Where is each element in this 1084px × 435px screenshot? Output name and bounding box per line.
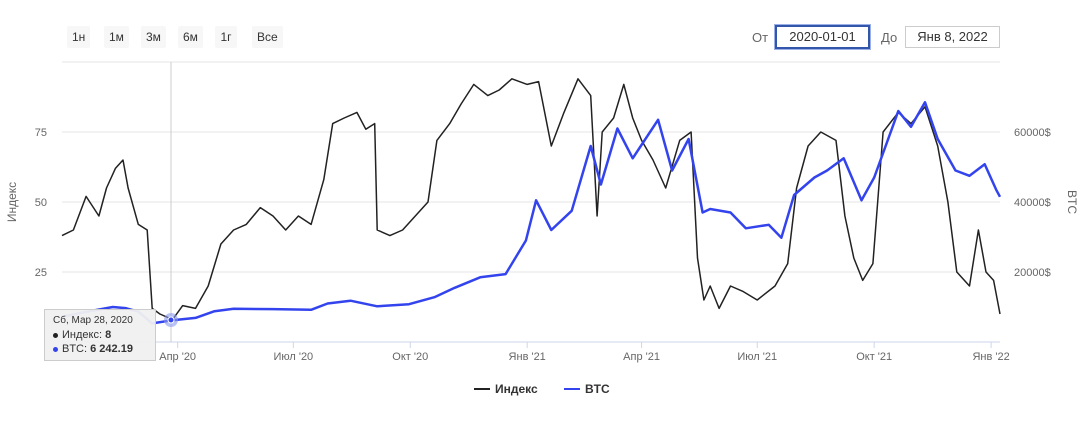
left-tick-label: 25 <box>35 267 47 279</box>
from-label: От <box>752 30 769 45</box>
x-tick-label: Янв '21 <box>509 351 546 363</box>
x-tick-label: Окт '20 <box>392 351 428 363</box>
tooltip-date: Сб, Мар 28, 2020 <box>53 315 133 326</box>
legend-label-index: Индекс <box>495 382 538 396</box>
legend-label-btc: BTC <box>585 382 610 396</box>
tooltip-index-value: 8 <box>105 329 112 341</box>
x-tick-label: Июл '21 <box>737 351 777 363</box>
x-tick-label: Окт '21 <box>856 351 892 363</box>
from-date-input[interactable]: 2020-01-01 <box>775 25 870 49</box>
tooltip-index-row: Индекс: 8 <box>53 328 147 342</box>
to-date-input[interactable]: Янв 8, 2022 <box>905 26 1000 48</box>
range-6m-button[interactable]: 6м <box>178 26 203 48</box>
btc-dot-icon <box>53 346 58 352</box>
to-label: До <box>881 30 898 45</box>
right-axis-title: BTC <box>1065 190 1079 214</box>
x-tick-label: Июл '20 <box>273 351 313 363</box>
index-dot-icon <box>53 332 58 338</box>
btc-hover-point <box>167 316 175 324</box>
right-tick-label: 60000$ <box>1014 127 1051 139</box>
tooltip-btc-value: 6 242.19 <box>90 343 133 355</box>
range-1w-button[interactable]: 1н <box>67 26 91 48</box>
btc-series-line <box>61 101 1002 325</box>
tooltip-btc-row: BTC: 6 242.19 <box>53 342 147 356</box>
left-tick-label: 50 <box>35 197 47 209</box>
index-series-line <box>61 78 1001 321</box>
tooltip-btc-label: BTC <box>62 343 84 355</box>
x-tick-label: Апр '21 <box>623 351 660 363</box>
tooltip: Сб, Мар 28, 2020 Индекс: 8 BTC: 6 242.19 <box>44 309 156 361</box>
range-1y-button[interactable]: 1г <box>215 26 237 48</box>
left-tick-label: 75 <box>35 127 47 139</box>
x-tick-label: Янв '22 <box>972 351 1009 363</box>
range-all-button[interactable]: Все <box>252 26 283 48</box>
left-axis-title: Индекс <box>5 182 19 222</box>
x-tick-label: Апр '20 <box>159 351 196 363</box>
legend-item-index[interactable]: Индекс <box>474 382 538 396</box>
legend: Индекс BTC <box>474 382 610 396</box>
range-1m-button[interactable]: 1м <box>104 26 129 48</box>
range-3m-button[interactable]: 3м <box>141 26 166 48</box>
tooltip-index-label: Индекс <box>62 329 99 341</box>
right-tick-label: 40000$ <box>1014 197 1051 209</box>
legend-item-btc[interactable]: BTC <box>564 382 610 396</box>
right-tick-label: 20000$ <box>1014 267 1051 279</box>
